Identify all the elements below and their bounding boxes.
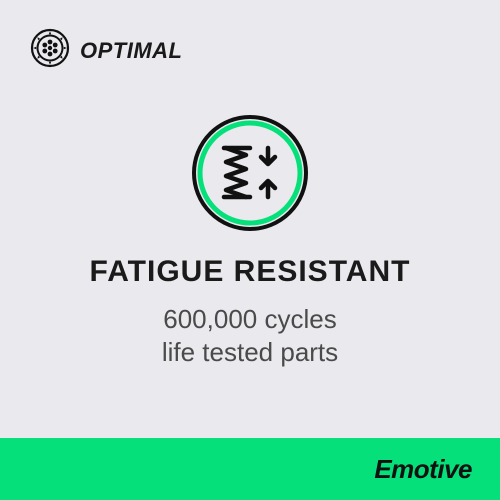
subline: 600,000 cycles life tested parts <box>162 303 338 368</box>
infographic-card: OPTIMAL FATIGUE <box>0 0 500 500</box>
subline-line-2: life tested parts <box>162 337 338 367</box>
subline-line-1: 600,000 cycles <box>163 304 336 334</box>
headline: FATIGUE RESISTANT <box>90 255 411 289</box>
footer-bar: Emotive <box>0 438 500 500</box>
hero: FATIGUE RESISTANT 600,000 cycles life te… <box>30 63 470 418</box>
brand-name: OPTIMAL <box>80 38 183 64</box>
spring-compression-icon <box>224 148 275 197</box>
main-area: OPTIMAL FATIGUE <box>0 0 500 438</box>
footer-brand: Emotive <box>374 454 472 485</box>
feature-icon-badge <box>190 113 310 233</box>
